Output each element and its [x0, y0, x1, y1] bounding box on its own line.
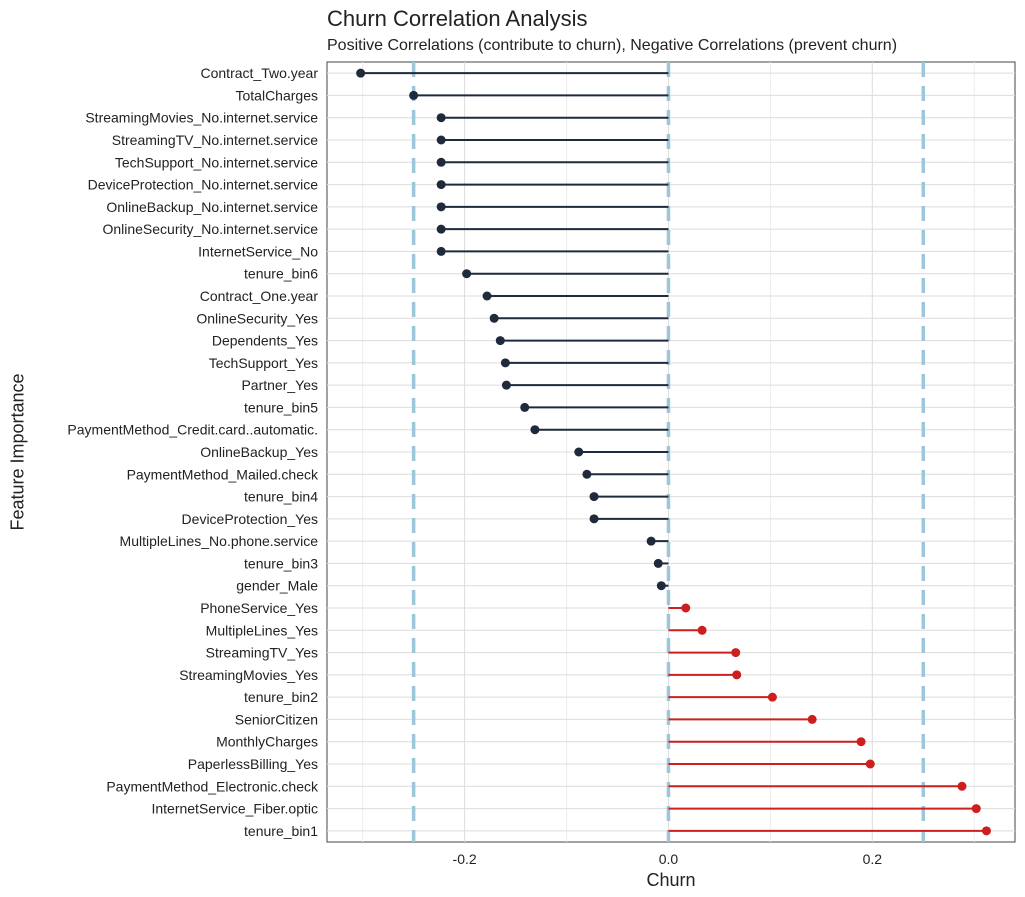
lollipop-point — [767, 692, 777, 702]
x-tick-label: 0.2 — [863, 851, 883, 867]
y-tick-label: tenure_bin2 — [244, 689, 318, 705]
y-tick-label: MonthlyCharges — [216, 734, 318, 750]
y-tick-label: MultipleLines_Yes — [206, 622, 318, 638]
lollipop-point — [981, 826, 991, 836]
y-tick-label: StreamingMovies_Yes — [179, 667, 318, 683]
y-tick-label: Dependents_Yes — [212, 333, 318, 349]
lollipop-point — [582, 469, 592, 479]
y-tick-label: StreamingMovies_No.internet.service — [85, 110, 318, 126]
lollipop-point — [495, 336, 505, 346]
y-tick-label: PaymentMethod_Electronic.check — [106, 778, 319, 794]
lollipop-point — [482, 291, 492, 301]
y-tick-label: StreamingTV_No.internet.service — [112, 132, 318, 148]
y-tick-label: SeniorCitizen — [235, 711, 318, 727]
lollipop-point — [436, 202, 446, 212]
y-tick-label: tenure_bin6 — [244, 266, 318, 282]
y-tick-label: OnlineSecurity_No.internet.service — [102, 221, 318, 237]
y-tick-label: TotalCharges — [236, 87, 319, 103]
lollipop-point — [957, 781, 967, 791]
lollipop-point — [971, 804, 981, 814]
y-tick-label: tenure_bin5 — [244, 399, 318, 415]
y-tick-label: MultipleLines_No.phone.service — [120, 533, 319, 549]
y-tick-label: TechSupport_Yes — [209, 355, 318, 371]
y-tick-label: OnlineBackup_No.internet.service — [106, 199, 318, 215]
lollipop-point — [436, 157, 446, 167]
lollipop-point — [697, 625, 707, 635]
lollipop-point — [489, 313, 499, 323]
y-tick-label: DeviceProtection_Yes — [182, 511, 318, 527]
lollipop-point — [436, 246, 446, 256]
lollipop-point — [807, 714, 817, 724]
chart-subtitle: Positive Correlations (contribute to chu… — [327, 37, 898, 54]
y-tick-label: gender_Male — [236, 578, 318, 594]
y-tick-label: tenure_bin4 — [244, 489, 318, 505]
lollipop-point — [436, 135, 446, 145]
y-tick-label: PhoneService_Yes — [200, 600, 318, 616]
lollipop-point — [462, 269, 472, 279]
y-tick-label: PaymentMethod_Mailed.check — [127, 466, 319, 482]
y-tick-label: PaymentMethod_Credit.card..automatic. — [67, 422, 318, 438]
y-tick-label: tenure_bin3 — [244, 555, 318, 571]
lollipop-point — [732, 670, 742, 680]
y-tick-label: Partner_Yes — [241, 377, 318, 393]
y-tick-label: TechSupport_No.internet.service — [115, 154, 318, 170]
lollipop-point — [589, 492, 599, 502]
lollipop-point — [500, 358, 510, 368]
y-tick-label: InternetService_No — [198, 243, 318, 259]
lollipop-point — [520, 402, 530, 412]
lollipop-point — [731, 648, 741, 658]
x-axis-title: Churn — [646, 870, 696, 890]
y-tick-label: DeviceProtection_No.internet.service — [88, 177, 319, 193]
lollipop-point — [530, 425, 540, 435]
y-tick-label: OnlineBackup_Yes — [200, 444, 318, 460]
lollipop-point — [409, 90, 419, 100]
y-tick-label: Contract_Two.year — [201, 65, 319, 81]
lollipop-point — [646, 536, 656, 546]
y-tick-label: tenure_bin1 — [244, 823, 318, 839]
x-tick-label: 0.0 — [659, 851, 679, 867]
y-tick-label: PaperlessBilling_Yes — [188, 756, 318, 772]
lollipop-point — [865, 759, 875, 769]
lollipop-point — [501, 380, 511, 390]
lollipop-point — [656, 581, 666, 591]
lollipop-point — [653, 558, 663, 568]
lollipop-point — [589, 514, 599, 524]
y-tick-label: OnlineSecurity_Yes — [196, 310, 318, 326]
lollipop-point — [574, 447, 584, 457]
y-tick-label: StreamingTV_Yes — [206, 645, 318, 661]
lollipop-point — [356, 68, 366, 78]
lollipop-point — [436, 224, 446, 234]
lollipop-point — [436, 113, 446, 123]
y-tick-label: Contract_One.year — [200, 288, 319, 304]
lollipop-point — [436, 180, 446, 190]
chart-title: Churn Correlation Analysis — [327, 6, 588, 31]
y-tick-label: InternetService_Fiber.optic — [151, 801, 318, 817]
lollipop-point — [681, 603, 691, 613]
x-tick-label: -0.2 — [453, 851, 477, 867]
lollipop-point — [856, 737, 866, 747]
